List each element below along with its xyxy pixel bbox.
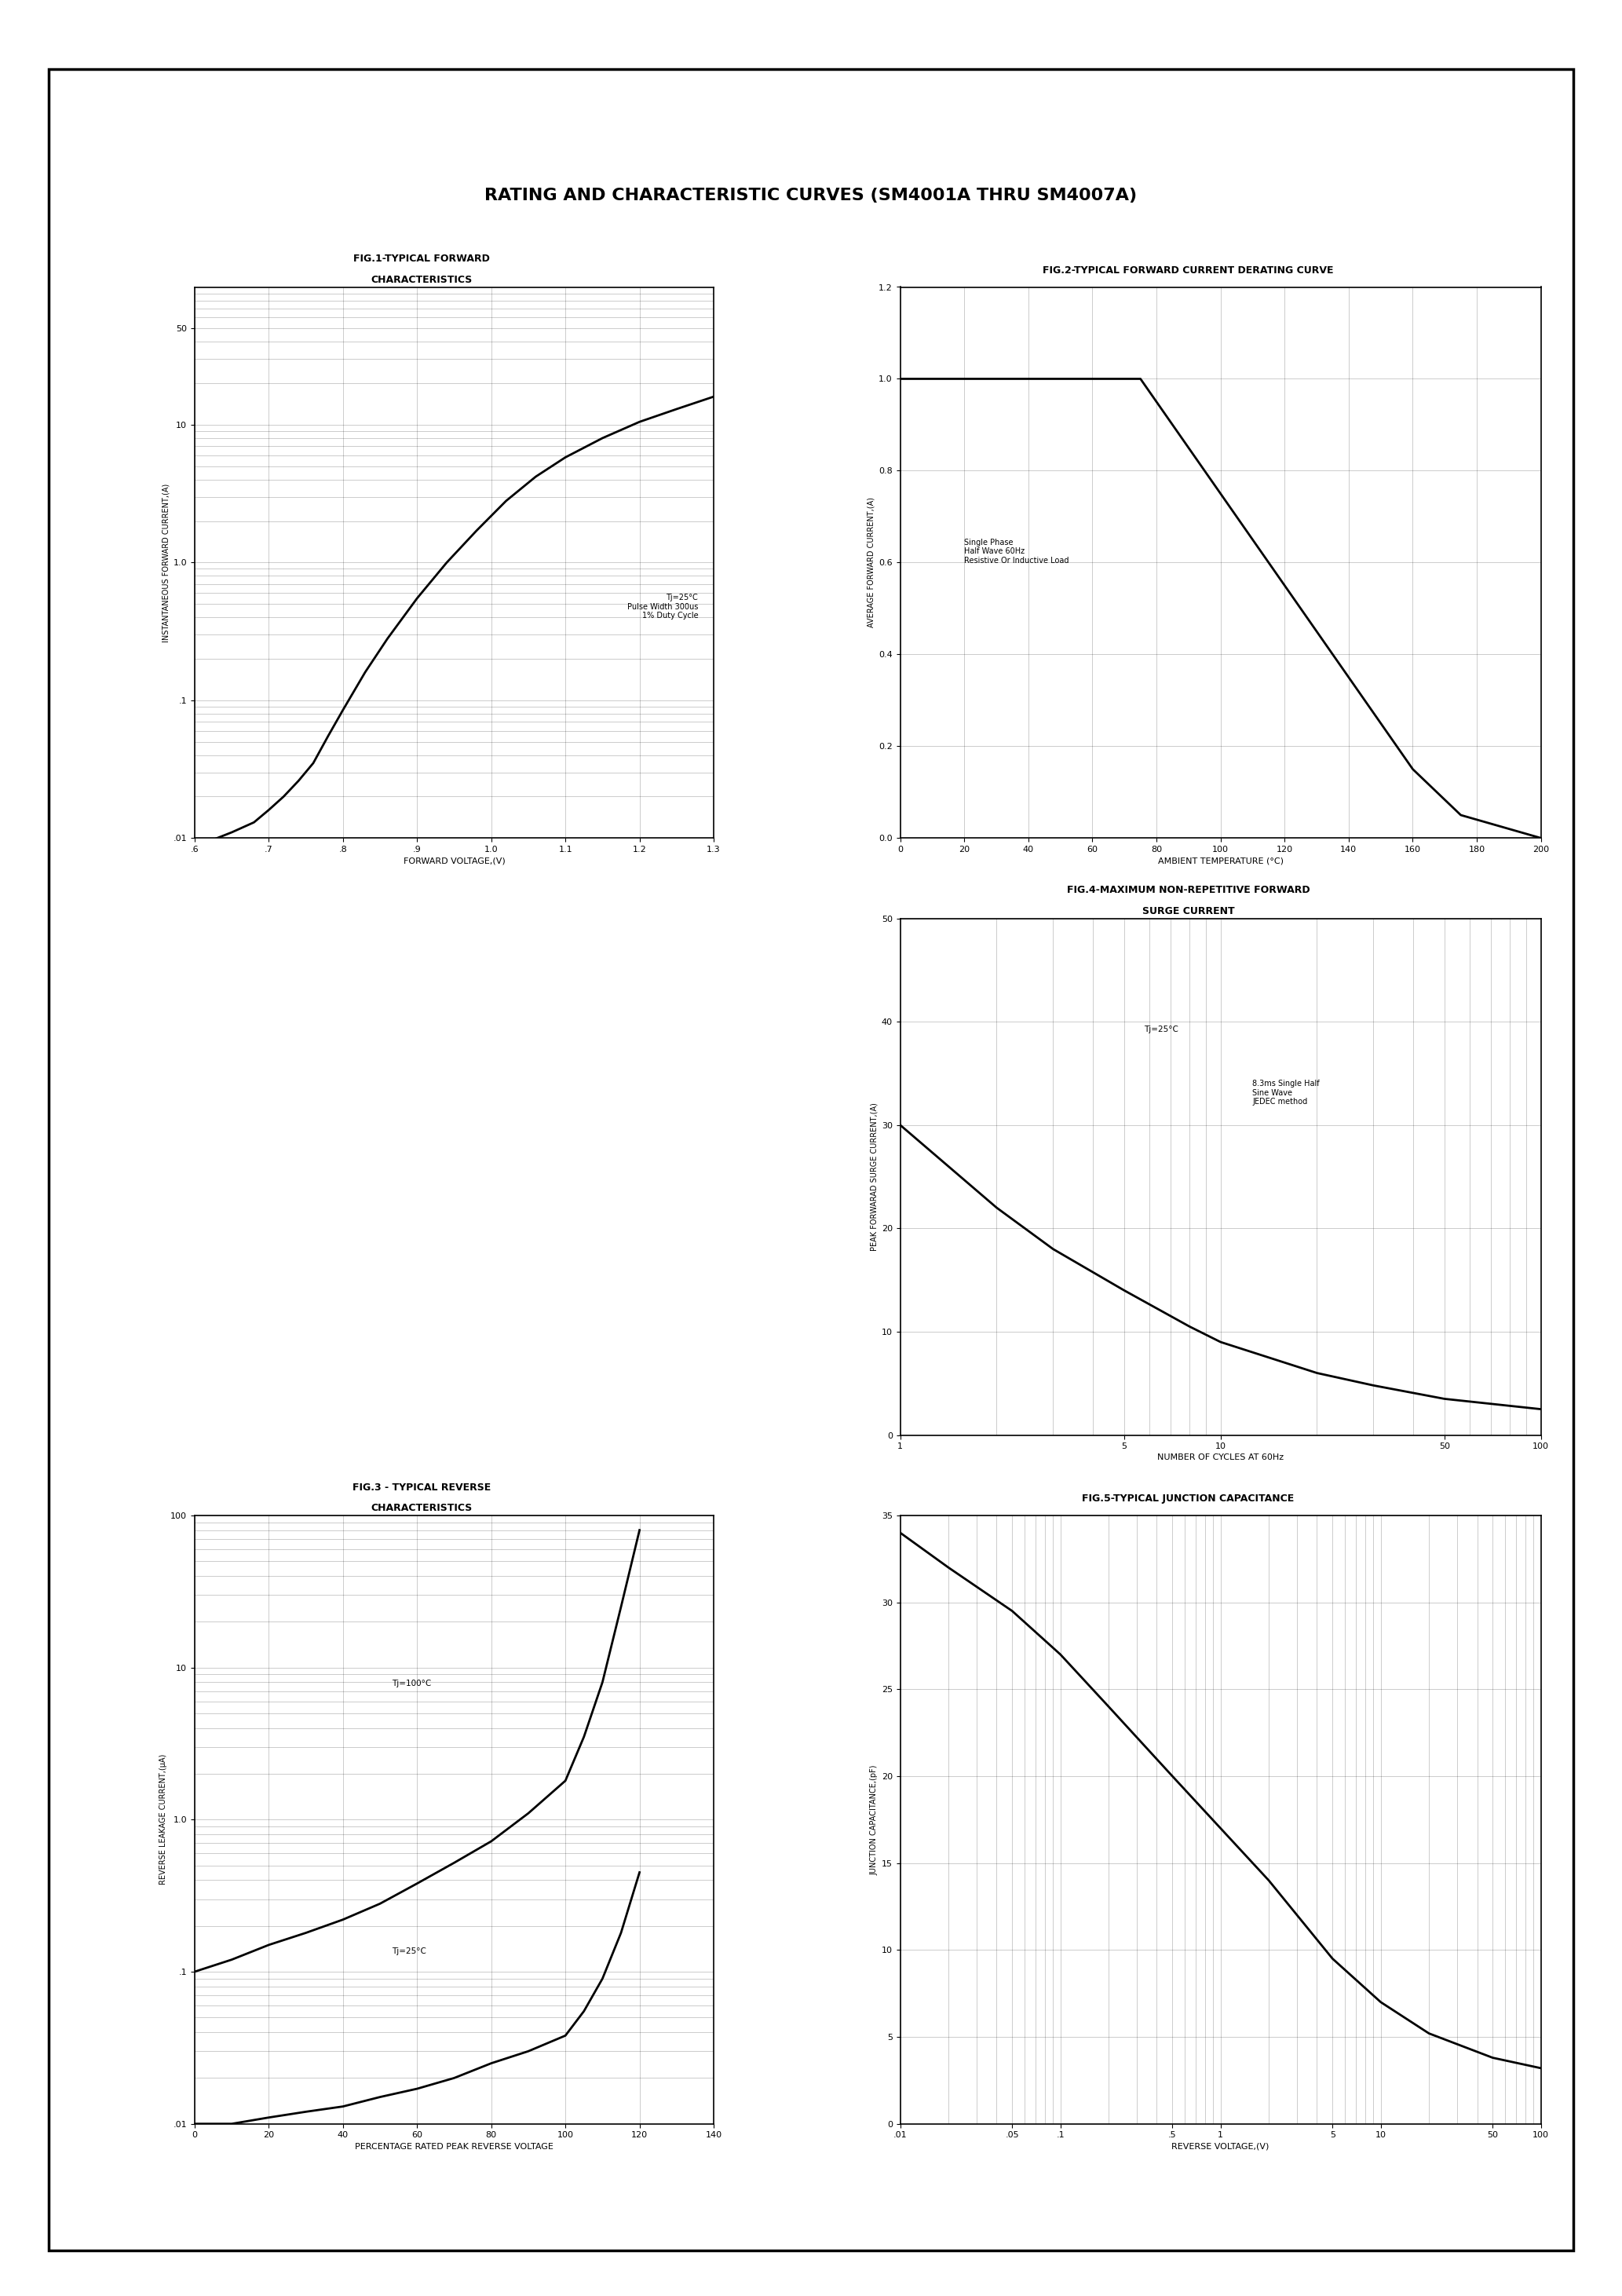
Text: Tj=100°C: Tj=100°C [393,1678,431,1688]
Y-axis label: PEAK FORWARAD SURGE CURRENT,(A): PEAK FORWARAD SURGE CURRENT,(A) [871,1102,878,1251]
Text: RATING AND CHARACTERISTIC CURVES (SM4001A THRU SM4007A): RATING AND CHARACTERISTIC CURVES (SM4001… [485,188,1137,202]
Y-axis label: REVERSE LEAKAGE CURRENT,(μA): REVERSE LEAKAGE CURRENT,(μA) [159,1754,167,1885]
Y-axis label: AVERAGE FORWARD CURRENT,(A): AVERAGE FORWARD CURRENT,(A) [868,498,876,627]
X-axis label: AMBIENT TEMPERATURE (°C): AMBIENT TEMPERATURE (°C) [1158,856,1283,866]
X-axis label: PERCENTAGE RATED PEAK REVERSE VOLTAGE: PERCENTAGE RATED PEAK REVERSE VOLTAGE [355,2142,553,2151]
X-axis label: REVERSE VOLTAGE,(V): REVERSE VOLTAGE,(V) [1171,2142,1270,2151]
Y-axis label: JUNCTION CAPACITANCE,(pF): JUNCTION CAPACITANCE,(pF) [871,1763,878,1876]
Text: FIG.4-MAXIMUM NON-REPETITIVE FORWARD: FIG.4-MAXIMUM NON-REPETITIVE FORWARD [1067,886,1309,895]
Text: FIG.1-TYPICAL FORWARD: FIG.1-TYPICAL FORWARD [354,255,490,264]
Text: Tj=25°C: Tj=25°C [393,1947,427,1954]
Text: SURGE CURRENT: SURGE CURRENT [1142,907,1234,916]
Y-axis label: INSTANTANEOUS FORWARD CURRENT,(A): INSTANTANEOUS FORWARD CURRENT,(A) [162,482,170,643]
Text: FIG.2-TYPICAL FORWARD CURRENT DERATING CURVE: FIG.2-TYPICAL FORWARD CURRENT DERATING C… [1043,266,1333,276]
Text: Tj=25°C: Tj=25°C [1144,1026,1178,1033]
Text: 8.3ms Single Half
Sine Wave
JEDEC method: 8.3ms Single Half Sine Wave JEDEC method [1252,1079,1320,1107]
Text: CHARACTERISTICS: CHARACTERISTICS [371,1504,472,1513]
Text: Single Phase
Half Wave 60Hz
Resistive Or Inductive Load: Single Phase Half Wave 60Hz Resistive Or… [963,540,1069,565]
Text: Tj=25°C
Pulse Width 300us
1% Duty Cycle: Tj=25°C Pulse Width 300us 1% Duty Cycle [628,595,697,620]
Text: CHARACTERISTICS: CHARACTERISTICS [371,276,472,285]
Text: FIG.5-TYPICAL JUNCTION CAPACITANCE: FIG.5-TYPICAL JUNCTION CAPACITANCE [1082,1495,1294,1504]
X-axis label: FORWARD VOLTAGE,(V): FORWARD VOLTAGE,(V) [404,856,504,866]
Text: FIG.3 - TYPICAL REVERSE: FIG.3 - TYPICAL REVERSE [352,1483,491,1492]
X-axis label: NUMBER OF CYCLES AT 60Hz: NUMBER OF CYCLES AT 60Hz [1158,1453,1283,1463]
